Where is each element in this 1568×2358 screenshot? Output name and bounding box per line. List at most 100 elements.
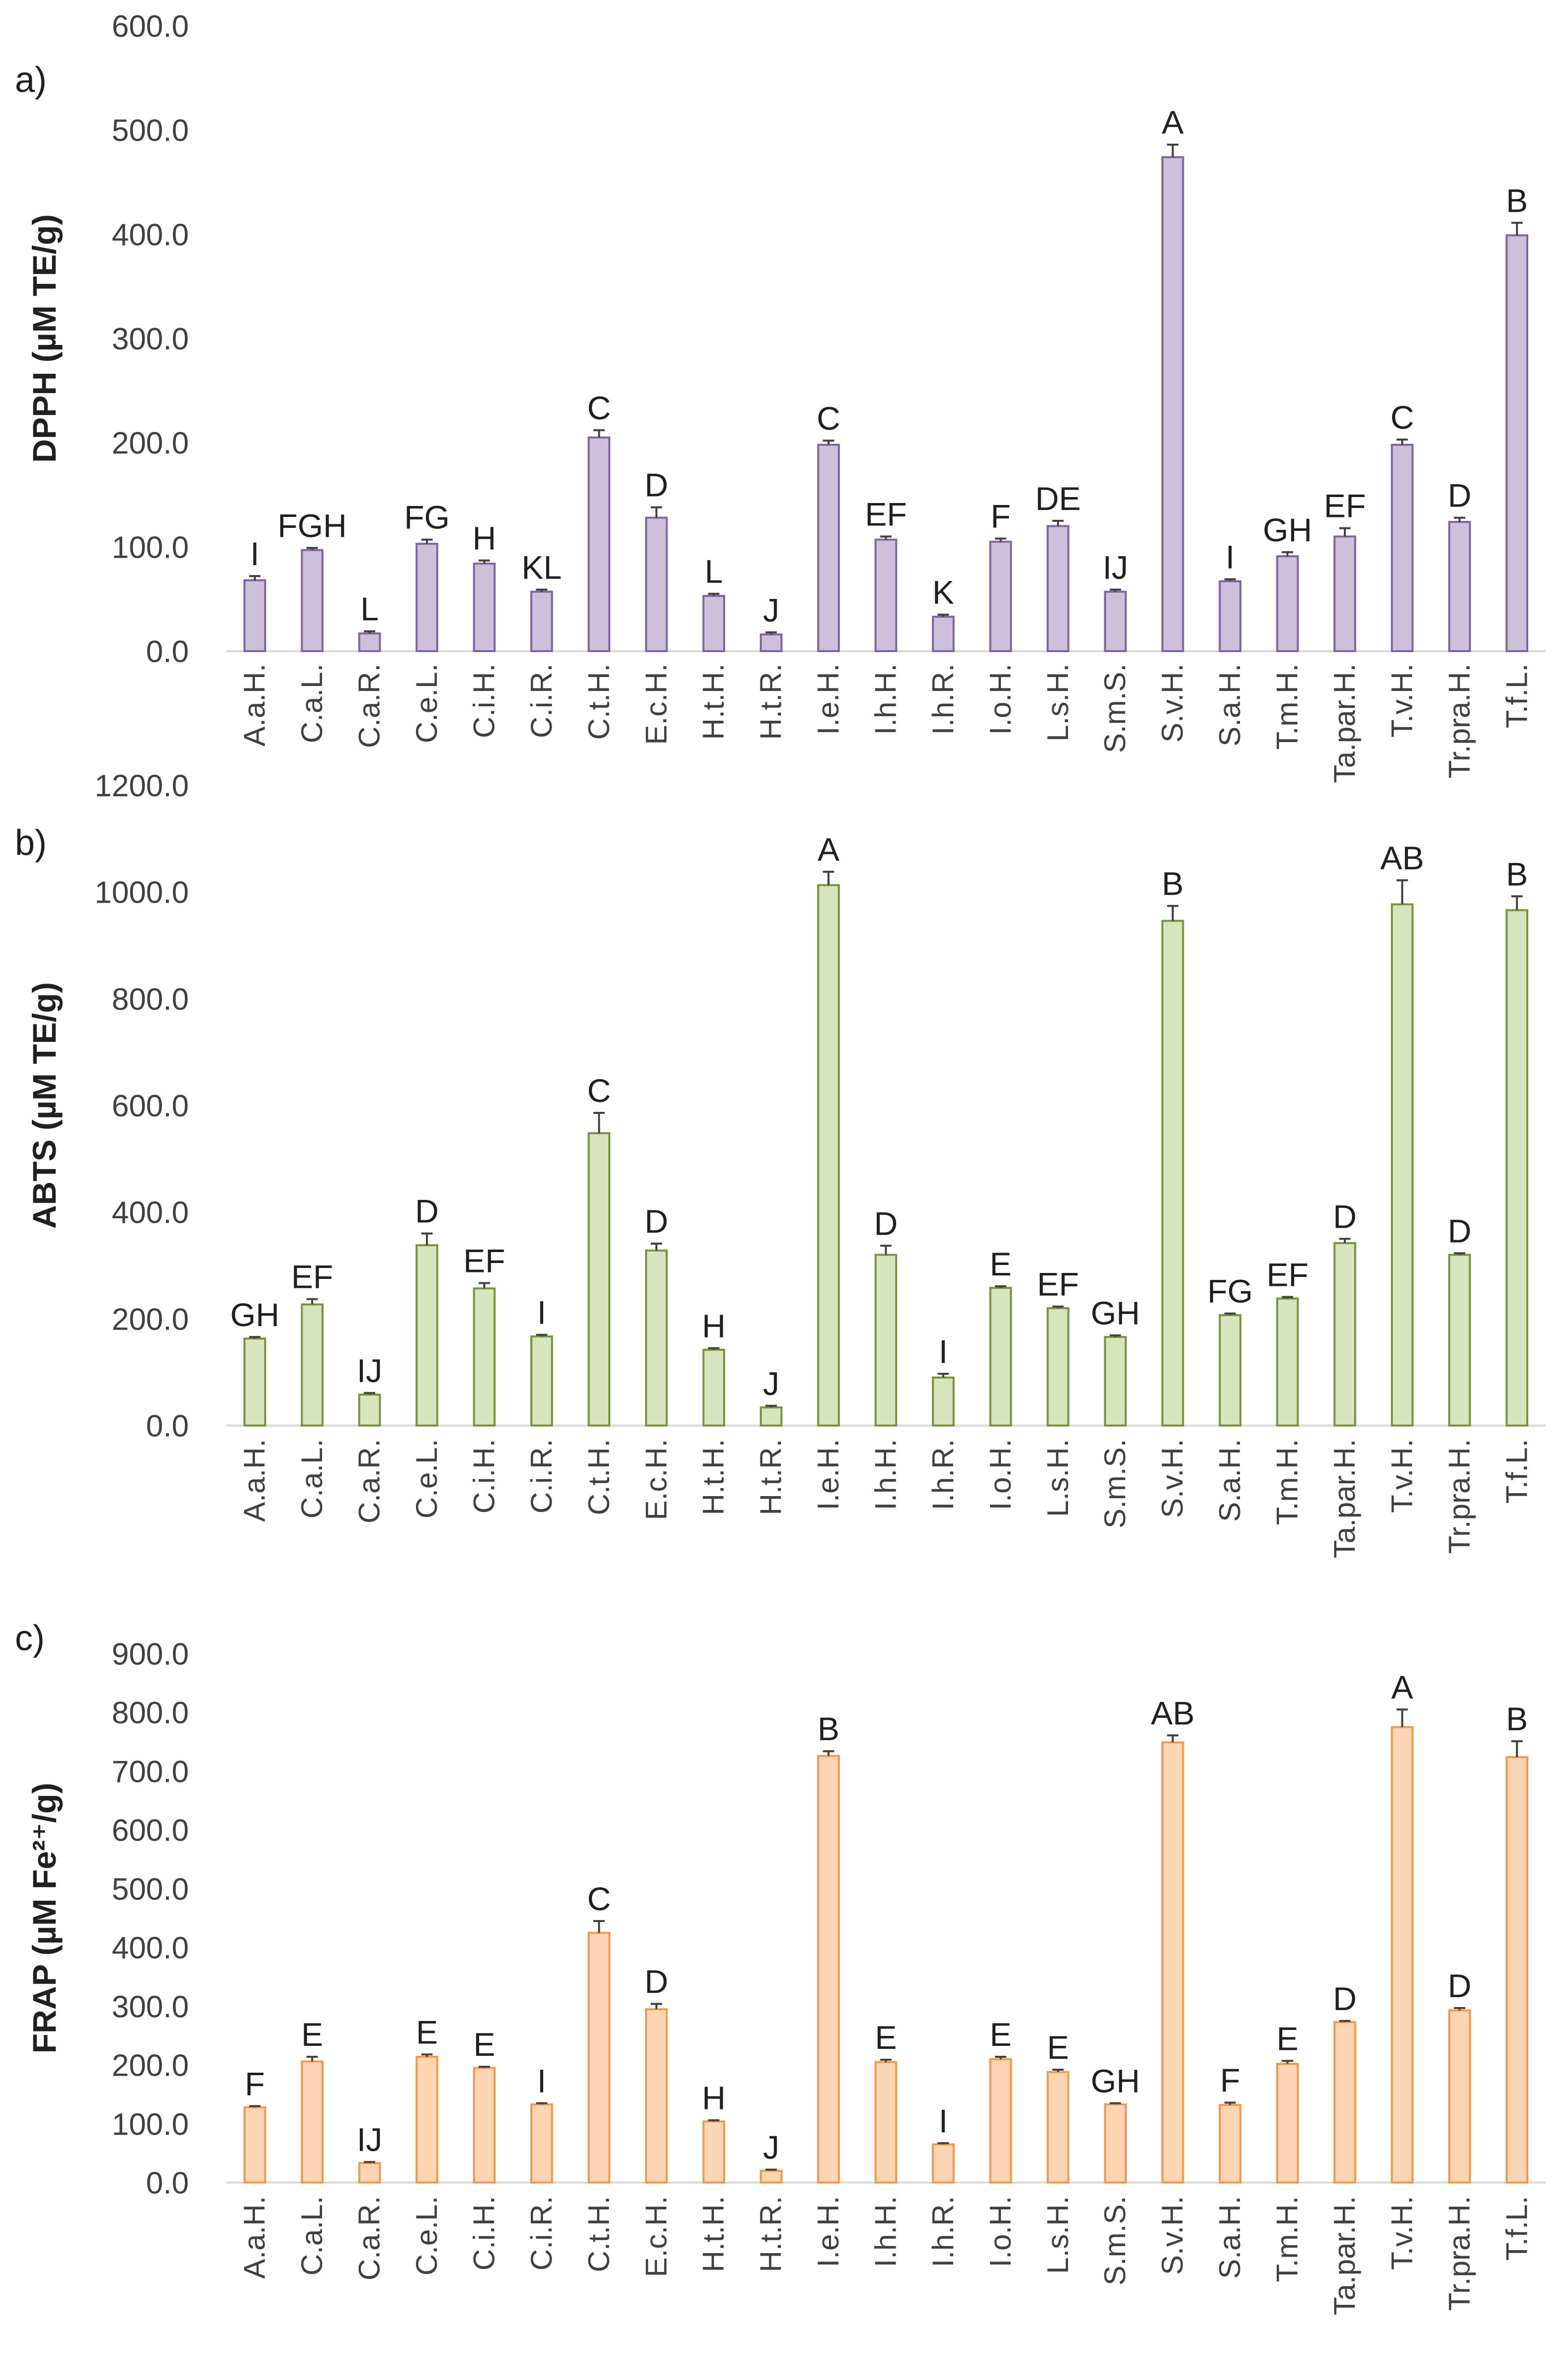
significance-letter: EF xyxy=(1266,1256,1308,1293)
bar-I.h.R. xyxy=(932,2143,955,2184)
x-category-label: A.a.H. xyxy=(238,664,271,747)
y-tick-label: 600.0 xyxy=(112,1814,189,1848)
x-category-label: S.a.H. xyxy=(1213,2196,1246,2279)
significance-letter: H xyxy=(473,520,496,557)
significance-letter: B xyxy=(1506,1700,1528,1737)
significance-letter: D xyxy=(874,1205,898,1242)
significance-letter: C xyxy=(587,1880,611,1917)
panel-label: a) xyxy=(15,60,47,100)
bar-T.f.L. xyxy=(1505,1756,1529,2184)
y-tick-label: 800.0 xyxy=(112,1696,189,1730)
x-category-label: H.t.R. xyxy=(754,664,788,740)
bar-S.v.H. xyxy=(1161,920,1184,1427)
x-category-label: H.t.R. xyxy=(754,1439,788,1515)
significance-letter: I xyxy=(537,1294,546,1331)
significance-letter: EF xyxy=(463,1242,505,1279)
x-category-label: E.c.H. xyxy=(640,664,673,745)
chart-panel-3: c) FRAP (µM Fe²⁺/g) 0.0 100.0 200.0 300.0 400.… xyxy=(15,1618,1546,2315)
bar-Tr.pra.H. xyxy=(1448,1254,1471,1427)
bar-I.e.H. xyxy=(817,884,840,1427)
x-category-label: I.h.R. xyxy=(926,664,960,735)
y-tick-label: 400.0 xyxy=(112,1931,189,1965)
significance-letter: J xyxy=(763,2129,779,2166)
bar-C.i.H. xyxy=(473,562,496,652)
bar-I.o.H. xyxy=(989,2058,1012,2184)
x-category-label: E.c.H. xyxy=(640,1439,673,1520)
chart-panel-1: a) DPPH (µM TE/g) 0.0 100.0 200.0 300.0 400.0 5… xyxy=(15,9,1546,783)
bar-C.i.H. xyxy=(473,1287,496,1427)
y-tick-label: 0.0 xyxy=(146,1409,189,1443)
bar-I.e.H. xyxy=(817,1755,840,2184)
bar-S.m.S. xyxy=(1104,2103,1127,2184)
x-category-label: C.t.H. xyxy=(582,1439,615,1515)
significance-letter: D xyxy=(1448,1967,1472,2004)
y-tick-label: 900.0 xyxy=(112,1637,189,1672)
significance-letter: EF xyxy=(1037,1266,1079,1303)
y-axis-title: ABTS (µM TE/g) xyxy=(26,982,63,1229)
bar-C.i.R. xyxy=(530,1335,553,1427)
x-category-label: S.a.H. xyxy=(1213,664,1246,747)
x-category-label: H.t.R. xyxy=(754,2196,788,2272)
bar-E.c.H. xyxy=(645,1249,668,1427)
x-category-label: I.o.H. xyxy=(984,1439,1017,1510)
y-tick-label: 200.0 xyxy=(112,1302,189,1337)
bar-I.e.H. xyxy=(817,443,840,652)
y-tick-label: 500.0 xyxy=(112,1872,189,1907)
bar-C.i.R. xyxy=(530,2103,553,2184)
bar-L.s.H. xyxy=(1047,1307,1070,1427)
significance-letter: FG xyxy=(1207,1273,1253,1310)
y-tick-label: 200.0 xyxy=(112,2049,189,2083)
bar-C.e.L. xyxy=(415,2056,438,2184)
bar-I.h.R. xyxy=(932,1376,955,1427)
x-category-label: L.s.H. xyxy=(1041,2196,1074,2274)
significance-letter: J xyxy=(763,591,779,628)
bar-Ta.par.H. xyxy=(1333,2021,1356,2184)
significance-letter: EF xyxy=(1324,488,1366,524)
significance-letter: B xyxy=(1162,865,1184,902)
significance-letter: C xyxy=(587,390,611,426)
significance-letter: E xyxy=(1047,2029,1069,2066)
bar-S.a.H. xyxy=(1219,2104,1241,2184)
x-category-label: I.o.H. xyxy=(984,2196,1017,2267)
x-category-label: H.t.H. xyxy=(697,1439,730,1515)
significance-letter: GH xyxy=(230,1296,279,1333)
chart-panel-2: b) ABTS (µM TE/g) 0.0 200.0 400.0 600.0 800.0 1… xyxy=(15,769,1546,1558)
y-tick-label: 1000.0 xyxy=(94,876,189,910)
significance-letter: L xyxy=(360,590,379,627)
x-category-label: C.i.H. xyxy=(467,1439,500,1514)
significance-letter: E xyxy=(1277,2020,1299,2057)
bar-Tr.pra.H. xyxy=(1448,521,1471,652)
x-category-label: I.o.H. xyxy=(984,664,1017,735)
x-category-label: T.f.L. xyxy=(1500,1439,1533,1504)
significance-letter: B xyxy=(1506,182,1528,219)
significance-letter: A xyxy=(818,831,839,868)
bar-C.a.R. xyxy=(358,2162,381,2184)
y-tick-label: 300.0 xyxy=(112,1990,189,2024)
x-category-label: C.e.L. xyxy=(410,2196,443,2275)
x-category-label: I.h.R. xyxy=(926,2196,960,2267)
bar-S.m.S. xyxy=(1104,1336,1127,1427)
x-category-label: S.v.H. xyxy=(1156,1439,1189,1518)
x-category-label: H.t.H. xyxy=(697,664,730,740)
bar-H.t.R. xyxy=(759,2170,783,2184)
bar-C.a.L. xyxy=(301,1303,324,1427)
bar-C.t.H. xyxy=(587,436,611,653)
bar-H.t.H. xyxy=(702,1348,725,1427)
bar-S.a.H. xyxy=(1219,1314,1241,1427)
bar-I.h.H. xyxy=(874,538,898,652)
bar-Ta.par.H. xyxy=(1333,1242,1356,1427)
significance-letter: L xyxy=(705,553,723,590)
y-axis-title: DPPH (µM TE/g) xyxy=(26,214,63,463)
significance-letter: E xyxy=(301,2016,323,2053)
x-category-label: I.h.R. xyxy=(926,1439,960,1510)
y-tick-label: 100.0 xyxy=(112,2107,189,2142)
significance-letter: E xyxy=(990,1246,1011,1282)
x-category-label: T.m.H. xyxy=(1271,664,1304,750)
y-tick-label: 100.0 xyxy=(112,530,189,565)
significance-letter: KL xyxy=(522,549,562,586)
bar-E.c.H. xyxy=(645,516,668,653)
x-category-label: C.a.R. xyxy=(353,1439,386,1523)
significance-letter: D xyxy=(415,1193,439,1230)
bar-H.t.H. xyxy=(702,594,725,653)
